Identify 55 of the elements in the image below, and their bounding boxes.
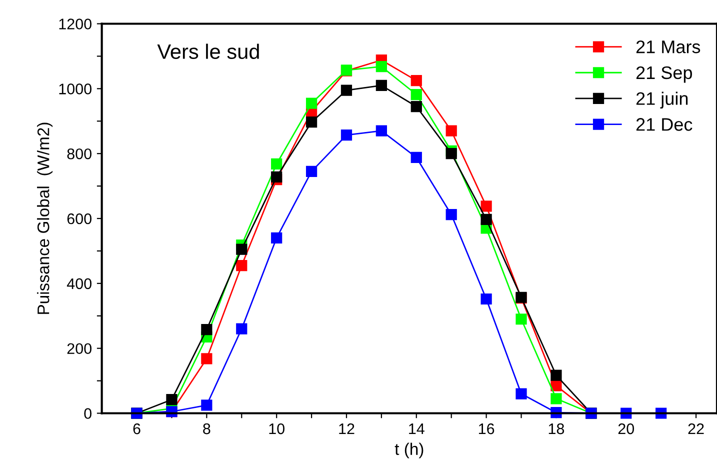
x-tick-label: 20 — [618, 423, 634, 434]
point — [410, 74, 422, 86]
point — [480, 293, 492, 305]
point — [446, 209, 457, 220]
x-tick-label: 6 — [133, 423, 140, 434]
point — [201, 353, 212, 364]
point — [166, 394, 178, 406]
legend-label: 21 Mars — [636, 40, 700, 54]
x-tick-label: 12 — [339, 423, 354, 434]
point — [201, 324, 212, 336]
x-axis-title: t (h) — [394, 442, 424, 458]
point — [376, 80, 387, 91]
x-tick-label: 18 — [548, 423, 564, 434]
point — [516, 388, 527, 400]
y-tick-label: 1000 — [59, 84, 92, 94]
point — [306, 166, 318, 177]
x-tick-label: 14 — [409, 424, 424, 434]
point — [550, 393, 562, 404]
point — [271, 232, 282, 244]
point — [410, 88, 422, 100]
legend-label: 21 juin — [636, 92, 688, 109]
point — [376, 125, 387, 136]
point — [340, 84, 352, 96]
point — [516, 314, 527, 325]
y-tick-label: 600 — [67, 213, 92, 224]
point — [480, 214, 492, 226]
legend-label: 21 Dec — [636, 118, 692, 131]
point — [340, 130, 352, 141]
annotation: Vers le sud — [157, 44, 259, 60]
point — [306, 116, 318, 128]
point — [236, 260, 248, 272]
point — [236, 323, 248, 334]
point — [306, 98, 318, 109]
x-tick-label: 8 — [203, 423, 210, 434]
y-tick-label: 0 — [84, 408, 92, 419]
y-axis-title: Puissance Global (W/m2) — [37, 122, 53, 314]
legend-label: 21 Sep — [636, 66, 692, 83]
point — [480, 200, 492, 212]
point — [446, 125, 457, 136]
point — [271, 158, 282, 170]
point — [236, 244, 248, 255]
x-tick-label: 22 — [688, 423, 704, 434]
point — [550, 370, 562, 381]
point — [410, 100, 422, 112]
point — [201, 400, 212, 411]
y-tick-label: 800 — [67, 148, 92, 160]
point — [410, 152, 422, 164]
point — [446, 148, 457, 160]
x-tick-label: 16 — [478, 423, 494, 434]
point — [271, 171, 282, 183]
y-tick-label: 400 — [66, 278, 92, 290]
y-tick-label: 200 — [67, 343, 92, 354]
y-tick-label: 1200 — [59, 18, 92, 30]
point — [376, 61, 387, 72]
x-tick-label: 10 — [269, 423, 284, 434]
